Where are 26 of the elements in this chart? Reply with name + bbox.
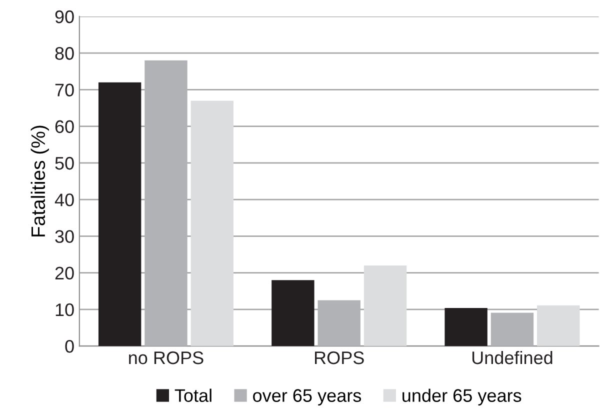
bar [364, 266, 407, 346]
y-tick-label: 20 [55, 266, 74, 280]
y-tick-label: 30 [55, 230, 74, 243]
x-tick-label: ROPS [315, 351, 364, 364]
y-tick-label: 40 [54, 194, 74, 206]
y-tick-label: 0 [65, 340, 74, 353]
legend-label: under 65 years [402, 388, 522, 406]
y-tick-label: 80 [55, 47, 74, 60]
bar [272, 280, 314, 346]
x-tick-label: no ROPS [129, 351, 204, 364]
bar [98, 82, 142, 346]
y-tick-label: 50 [55, 156, 74, 170]
legend-label: Total [174, 388, 212, 402]
bar [490, 312, 534, 346]
x-tick-label: Undefined [472, 350, 552, 364]
legend-label: over 65 years [253, 389, 362, 406]
bar [190, 100, 234, 346]
y-tick-label: 60 [55, 120, 74, 134]
y-axis-title: Fatalities (%) [30, 126, 49, 236]
y-tick-label: 70 [55, 84, 74, 96]
y-tick-label: 90 [55, 10, 74, 24]
bar [144, 60, 188, 346]
y-tick-label: 10 [56, 303, 74, 316]
bar [444, 308, 488, 346]
bar [318, 300, 360, 346]
bar [537, 305, 580, 346]
